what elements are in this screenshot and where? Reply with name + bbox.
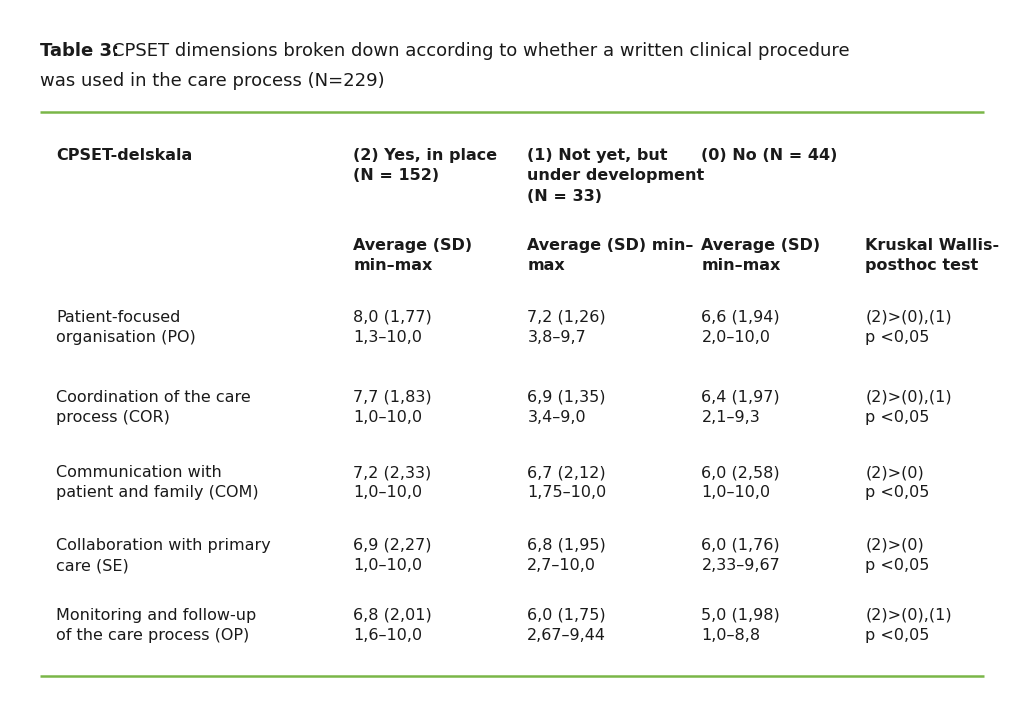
Text: (2) Yes, in place
(N = 152): (2) Yes, in place (N = 152) [353,148,498,183]
Text: 6,7 (2,12)
1,75–10,0: 6,7 (2,12) 1,75–10,0 [527,465,606,501]
Text: 6,8 (1,95)
2,7–10,0: 6,8 (1,95) 2,7–10,0 [527,538,606,573]
Text: (0) No (N = 44): (0) No (N = 44) [701,148,838,163]
Text: Coordination of the care
process (COR): Coordination of the care process (COR) [56,390,251,426]
Text: 7,7 (1,83)
1,0–10,0: 7,7 (1,83) 1,0–10,0 [353,390,432,426]
Text: 5,0 (1,98)
1,0–8,8: 5,0 (1,98) 1,0–8,8 [701,608,780,643]
Text: 7,2 (1,26)
3,8–9,7: 7,2 (1,26) 3,8–9,7 [527,310,606,346]
Text: Collaboration with primary
care (SE): Collaboration with primary care (SE) [56,538,271,573]
Text: 6,9 (1,35)
3,4–9,0: 6,9 (1,35) 3,4–9,0 [527,390,606,426]
Text: 6,0 (2,58)
1,0–10,0: 6,0 (2,58) 1,0–10,0 [701,465,780,501]
Text: (2)>(0)
p <0,05: (2)>(0) p <0,05 [865,465,930,501]
Text: CPSET-delskala: CPSET-delskala [56,148,193,163]
Text: 6,8 (2,01)
1,6–10,0: 6,8 (2,01) 1,6–10,0 [353,608,432,643]
Text: Average (SD) min–
max: Average (SD) min– max [527,238,693,274]
Text: (2)>(0),(1)
p <0,05: (2)>(0),(1) p <0,05 [865,390,952,426]
Text: (2)>(0),(1)
p <0,05: (2)>(0),(1) p <0,05 [865,608,952,643]
Text: (2)>(0)
p <0,05: (2)>(0) p <0,05 [865,538,930,573]
Text: 6,6 (1,94)
2,0–10,0: 6,6 (1,94) 2,0–10,0 [701,310,780,346]
Text: Patient-focused
organisation (PO): Patient-focused organisation (PO) [56,310,196,346]
Text: was used in the care process (N=229): was used in the care process (N=229) [40,72,385,90]
Text: (1) Not yet, but
under development
(N = 33): (1) Not yet, but under development (N = … [527,148,705,204]
Text: Kruskal Wallis-
posthoc test: Kruskal Wallis- posthoc test [865,238,999,274]
Text: 6,4 (1,97)
2,1–9,3: 6,4 (1,97) 2,1–9,3 [701,390,780,426]
Text: 8,0 (1,77)
1,3–10,0: 8,0 (1,77) 1,3–10,0 [353,310,432,346]
Text: Average (SD)
min–max: Average (SD) min–max [701,238,820,274]
Text: (2)>(0),(1)
p <0,05: (2)>(0),(1) p <0,05 [865,310,952,346]
Text: Table 3:: Table 3: [40,42,119,60]
Text: 7,2 (2,33)
1,0–10,0: 7,2 (2,33) 1,0–10,0 [353,465,431,501]
Text: Average (SD)
min–max: Average (SD) min–max [353,238,472,274]
Text: CPSET dimensions broken down according to whether a written clinical procedure: CPSET dimensions broken down according t… [112,42,850,60]
Text: Communication with
patient and family (COM): Communication with patient and family (C… [56,465,259,501]
Text: 6,0 (1,75)
2,67–9,44: 6,0 (1,75) 2,67–9,44 [527,608,606,643]
Text: 6,0 (1,76)
2,33–9,67: 6,0 (1,76) 2,33–9,67 [701,538,780,573]
Text: 6,9 (2,27)
1,0–10,0: 6,9 (2,27) 1,0–10,0 [353,538,432,573]
Text: Monitoring and follow-up
of the care process (OP): Monitoring and follow-up of the care pro… [56,608,257,643]
